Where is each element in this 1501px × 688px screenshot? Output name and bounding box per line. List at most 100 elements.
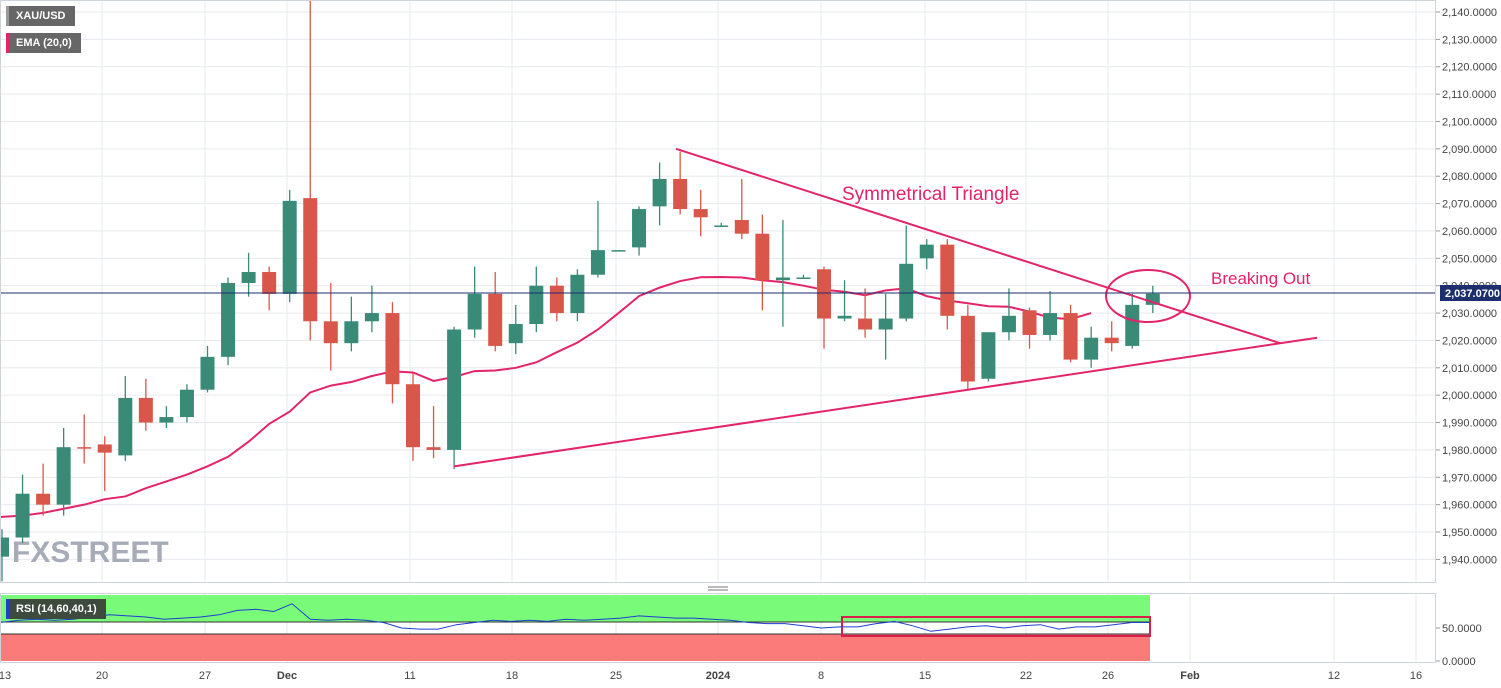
candle-body (1063, 313, 1078, 360)
x-tick-label: 16 (1410, 670, 1422, 682)
candle-body (262, 272, 277, 294)
y-tick-label: 1,990.0000 (1442, 418, 1497, 430)
candle-body (1104, 337, 1119, 344)
x-tick-label: Dec (277, 670, 297, 682)
candle-body (1084, 337, 1099, 360)
candle-body (56, 447, 71, 505)
candle-body (693, 209, 708, 218)
x-tick-label: 20 (96, 670, 108, 682)
candle-body (775, 277, 790, 281)
y-tick-label: 1,940.0000 (1442, 554, 1497, 566)
y-tick-label: 2,090.0000 (1442, 144, 1497, 156)
y-tick-label: 1,970.0000 (1442, 472, 1497, 484)
x-tick-label: 22 (1020, 670, 1032, 682)
x-tick-label: 18 (506, 670, 518, 682)
rsi-axis[interactable]: 0.0000 50.0000 (1436, 623, 1482, 668)
x-tick-label: 13 (0, 670, 11, 682)
breakout-circle (1105, 269, 1191, 323)
candle-body (529, 285, 544, 325)
breakout-label: Breaking Out (1211, 269, 1310, 288)
y-tick-label: 2,130.0000 (1442, 34, 1497, 46)
x-tick-label: 2024 (706, 670, 731, 682)
candle-body (97, 444, 112, 453)
x-tick-label: 26 (1102, 670, 1114, 682)
x-tick-label: 15 (919, 670, 931, 682)
x-tick-label: 27 (199, 670, 211, 682)
ema-legend[interactable]: EMA (20,0) (6, 33, 81, 53)
y-tick-label: 2,010.0000 (1442, 363, 1497, 375)
candle-body (652, 178, 667, 207)
rsi-color-mark (6, 599, 9, 619)
candle-body (837, 315, 852, 319)
y-tick-label: 2,060.0000 (1442, 226, 1497, 238)
candle-body (1022, 310, 1037, 335)
candle-body (981, 332, 996, 379)
candle-body (138, 397, 153, 423)
candle-body (364, 313, 379, 322)
rsi-label: RSI (14,60,40,1) (16, 603, 97, 615)
candles-layer (0, 0, 1160, 582)
candle-body (508, 324, 523, 344)
trendlines-layer (453, 147, 1318, 468)
symbol-legend[interactable]: XAU/USD (6, 6, 75, 26)
candle-body (467, 293, 482, 330)
y-tick-label: 2,070.0000 (1442, 199, 1497, 211)
main-gridlines (0, 0, 1436, 583)
candle-body (488, 293, 503, 346)
rsi-tick-label: 0.0000 (1442, 656, 1476, 668)
candle-body (590, 250, 605, 275)
rsi-legend[interactable]: RSI (14,60,40,1) (6, 599, 106, 619)
candle-body (36, 493, 51, 505)
x-tick-label: Feb (1180, 670, 1200, 682)
symbol-color-mark (6, 6, 9, 26)
y-tick-label: 2,080.0000 (1442, 171, 1497, 183)
x-tick-label: 8 (818, 670, 824, 682)
candle-body (714, 225, 729, 227)
candle-body (796, 277, 811, 279)
watermark-text: FXSTREET (12, 536, 169, 569)
y-tick-label: 2,120.0000 (1442, 62, 1497, 74)
candle-body (241, 272, 256, 283)
candle-body (406, 384, 420, 448)
candle-body (344, 321, 359, 344)
candle-body (570, 274, 585, 314)
time-axis[interactable]: 13 20 27 Dec 11 18 25 2024 8 15 22 26 Feb 12 16 (0, 670, 1422, 682)
candle-body (858, 318, 873, 330)
x-tick-label: 12 (1328, 670, 1340, 682)
candle-body (200, 356, 215, 390)
candle-body (1145, 293, 1160, 305)
y-tick-label: 2,020.0000 (1442, 335, 1497, 347)
candle-body (549, 285, 564, 314)
pattern-label: Symmetrical Triangle (842, 184, 1019, 205)
candle-body (1001, 315, 1016, 333)
y-tick-label: 2,140.0000 (1442, 7, 1497, 19)
candle-body (118, 397, 133, 456)
y-tick-label: 1,950.0000 (1442, 527, 1497, 539)
candle-body (919, 244, 934, 259)
pane-separator[interactable] (0, 583, 1436, 593)
candle-body (755, 233, 770, 281)
candle-body (878, 318, 893, 330)
candle-body (179, 389, 194, 418)
y-tick-label: 2,110.0000 (1442, 89, 1496, 101)
candle-body (611, 250, 626, 252)
candle-body (899, 263, 914, 319)
candle-body (0, 537, 9, 557)
rsi-line-layer (0, 603, 1150, 632)
ema-label: EMA (20,0) (16, 37, 72, 49)
fxstreet-watermark: FXSTREET (12, 536, 169, 569)
x-tick-label: 25 (610, 670, 622, 682)
candle-body (1043, 313, 1058, 335)
y-tick-label: 1,980.0000 (1442, 445, 1497, 457)
candle-body (734, 220, 749, 234)
trendline-upper (675, 147, 1281, 345)
candle-body (303, 198, 318, 322)
candle-body (282, 200, 297, 294)
y-tick-label: 2,030.0000 (1442, 308, 1497, 320)
main-pane-border (0, 0, 1436, 583)
rsi-pane-border (0, 593, 1436, 663)
candle-body (385, 313, 400, 385)
candle-body (940, 244, 955, 316)
current-price-text: 2,037.0700 (1445, 288, 1500, 300)
